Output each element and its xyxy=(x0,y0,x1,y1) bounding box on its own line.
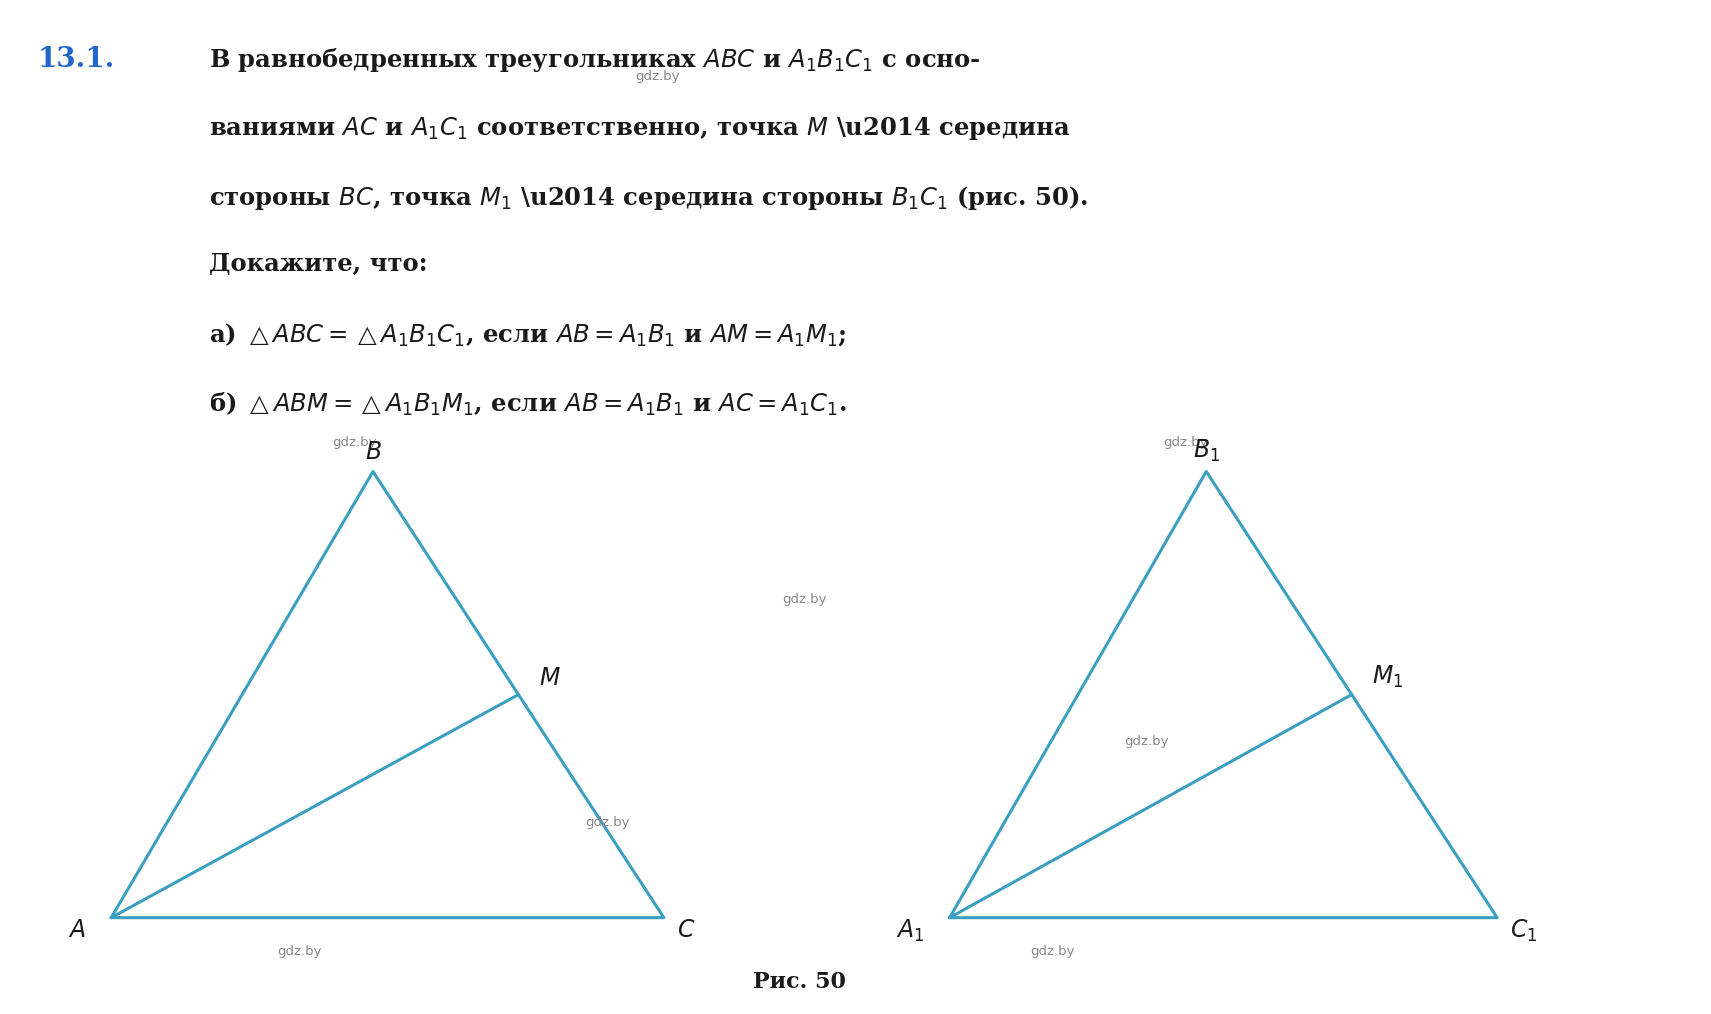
Text: $\mathit{B_1}$: $\mathit{B_1}$ xyxy=(1193,438,1220,463)
Text: gdz.by: gdz.by xyxy=(1030,945,1075,958)
Text: gdz.by: gdz.by xyxy=(1124,735,1169,748)
Text: $\mathit{A_1}$: $\mathit{A_1}$ xyxy=(895,918,924,944)
Text: а) $\triangle \mathit{ABC} = \triangle \mathit{A_1B_1C_1}$, если $\mathit{AB} = : а) $\triangle \mathit{ABC} = \triangle \… xyxy=(209,321,847,348)
Text: gdz.by: gdz.by xyxy=(635,70,679,83)
Text: gdz.by: gdz.by xyxy=(585,816,630,829)
Text: $\mathit{C}$: $\mathit{C}$ xyxy=(678,918,695,942)
Text: $\mathit{M_1}$: $\mathit{M_1}$ xyxy=(1372,664,1403,690)
Text: $\mathit{C_1}$: $\mathit{C_1}$ xyxy=(1509,918,1536,944)
Text: $\mathit{M}$: $\mathit{M}$ xyxy=(539,666,561,690)
Text: gdz.by: gdz.by xyxy=(782,593,826,606)
Text: gdz.by: gdz.by xyxy=(277,945,322,958)
Text: gdz.by: gdz.by xyxy=(332,436,376,449)
Text: В равнобедренных треугольниках $\mathit{ABC}$ и $\mathit{A_1B_1C_1}$ с осно-: В равнобедренных треугольниках $\mathit{… xyxy=(209,46,980,74)
Text: $\mathit{B}$: $\mathit{B}$ xyxy=(364,440,382,463)
Text: 13.1.: 13.1. xyxy=(38,46,115,73)
Text: Докажите, что:: Докажите, что: xyxy=(209,252,428,277)
Text: стороны $\mathit{BC}$, точка $\mathit{M_1}$ \u2014 середина стороны $\mathit{B_1: стороны $\mathit{BC}$, точка $\mathit{M_… xyxy=(209,184,1088,212)
Text: Рис. 50: Рис. 50 xyxy=(753,971,845,994)
Text: б) $\triangle \mathit{ABM} = \triangle \mathit{A_1B_1M_1}$, если $\mathit{AB} = : б) $\triangle \mathit{ABM} = \triangle \… xyxy=(209,390,847,418)
Text: ваниями $\mathit{AC}$ и $\mathit{A_1C_1}$ соответственно, точка $\mathit{M}$ \u2: ваниями $\mathit{AC}$ и $\mathit{A_1C_1}… xyxy=(209,115,1069,142)
Text: gdz.by: gdz.by xyxy=(1163,436,1208,449)
Text: $\mathit{A}$: $\mathit{A}$ xyxy=(68,918,86,942)
